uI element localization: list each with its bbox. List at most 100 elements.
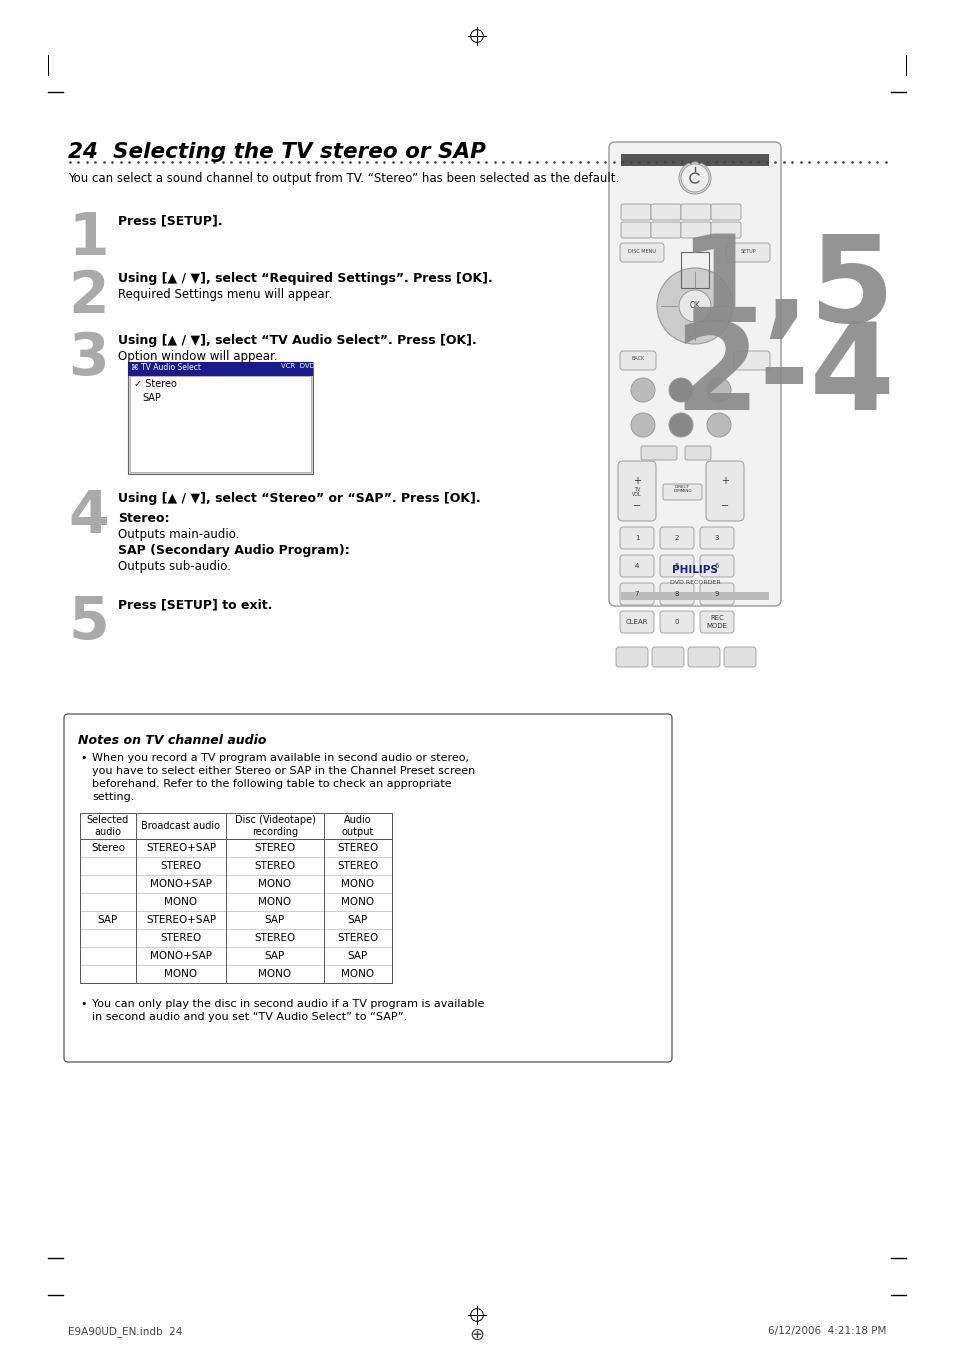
FancyBboxPatch shape [619,351,656,370]
Text: 6: 6 [714,563,719,569]
Text: −: − [720,501,728,511]
Text: VCR  DVD: VCR DVD [281,363,314,369]
FancyBboxPatch shape [650,222,680,238]
Text: STEREO: STEREO [337,861,378,871]
Text: Disc (Videotape)
recording: Disc (Videotape) recording [234,815,315,838]
Text: MONO: MONO [258,969,292,979]
Text: Stereo: Stereo [91,843,125,852]
Bar [620,154,768,166]
Circle shape [679,162,710,195]
Text: STEREO+SAP: STEREO+SAP [146,915,215,925]
Circle shape [706,413,730,436]
Text: setting.: setting. [91,792,134,802]
Text: MONO: MONO [258,880,292,889]
Text: Stereo:: Stereo: [118,512,170,526]
Text: Using [▲ / ▼], select “Stereo” or “SAP”. Press [OK].: Using [▲ / ▼], select “Stereo” or “SAP”.… [118,492,480,505]
Text: MONO: MONO [164,969,197,979]
Text: MONO: MONO [341,897,375,907]
FancyBboxPatch shape [608,142,781,607]
FancyBboxPatch shape [619,611,654,634]
Text: ✓ Stereo: ✓ Stereo [133,380,176,389]
FancyBboxPatch shape [619,243,663,262]
Text: OK: OK [689,301,700,311]
Text: TV
VOL: TV VOL [632,486,641,497]
Text: 24  Selecting the TV stereo or SAP: 24 Selecting the TV stereo or SAP [68,142,485,162]
Text: Outputs main-audio.: Outputs main-audio. [118,528,239,540]
Text: 9: 9 [714,590,719,597]
FancyBboxPatch shape [700,584,733,605]
Text: SAP: SAP [98,915,118,925]
FancyBboxPatch shape [700,527,733,549]
FancyBboxPatch shape [619,527,654,549]
Text: Outputs sub-audio.: Outputs sub-audio. [118,561,231,573]
Text: −: − [632,501,640,511]
Circle shape [668,378,692,403]
FancyBboxPatch shape [725,243,769,262]
Text: STEREO+SAP: STEREO+SAP [146,843,215,852]
Text: Selected
audio: Selected audio [87,815,129,838]
Text: BACK: BACK [631,357,644,362]
Text: Option window will appear.: Option window will appear. [118,350,277,363]
Text: SAP: SAP [142,393,161,403]
Circle shape [679,290,710,322]
Text: 7: 7 [634,590,639,597]
Text: 2-4: 2-4 [674,317,894,435]
FancyBboxPatch shape [650,204,680,220]
Circle shape [668,413,692,436]
Text: Broadcast audio: Broadcast audio [141,821,220,831]
Bar [680,253,708,288]
FancyBboxPatch shape [640,446,677,459]
Text: MONO+SAP: MONO+SAP [150,951,212,961]
Text: STEREO: STEREO [160,861,201,871]
Text: When you record a TV program available in second audio or stereo,: When you record a TV program available i… [91,753,469,763]
Text: STEREO: STEREO [337,934,378,943]
Text: +: + [720,476,728,486]
Text: 1: 1 [634,535,639,540]
Text: 6/12/2006  4:21:18 PM: 6/12/2006 4:21:18 PM [767,1325,885,1336]
Text: ⌘ TV Audio Select: ⌘ TV Audio Select [131,363,201,372]
Text: DISC MENU: DISC MENU [627,249,656,254]
Text: PHILIPS: PHILIPS [671,565,718,576]
Text: 0: 0 [674,619,679,626]
Text: 3: 3 [714,535,719,540]
Text: DVD RECORDER: DVD RECORDER [669,580,720,585]
FancyBboxPatch shape [733,351,769,370]
Text: Using [▲ / ▼], select “TV Audio Select”. Press [OK].: Using [▲ / ▼], select “TV Audio Select”.… [118,334,476,347]
FancyBboxPatch shape [64,713,671,1062]
Circle shape [706,378,730,403]
FancyBboxPatch shape [710,222,740,238]
FancyBboxPatch shape [680,204,710,220]
FancyBboxPatch shape [659,584,693,605]
Text: you have to select either Stereo or SAP in the Channel Preset screen: you have to select either Stereo or SAP … [91,766,475,775]
FancyBboxPatch shape [700,611,733,634]
Text: DIRECT
DIMMING: DIRECT DIMMING [673,485,691,493]
Text: MONO+SAP: MONO+SAP [150,880,212,889]
Text: 1,5: 1,5 [678,230,894,347]
Text: •: • [80,753,87,763]
Text: 8: 8 [674,590,679,597]
Text: SAP: SAP [348,915,368,925]
Text: STEREO: STEREO [254,934,295,943]
Text: 5: 5 [68,594,109,651]
FancyBboxPatch shape [687,647,720,667]
FancyBboxPatch shape [620,222,650,238]
FancyBboxPatch shape [723,647,755,667]
Text: SAP: SAP [265,915,285,925]
Text: SETUP: SETUP [740,249,755,254]
Text: SAP: SAP [265,951,285,961]
Bar [620,592,768,600]
Text: STEREO: STEREO [160,934,201,943]
Text: STEREO: STEREO [254,861,295,871]
Text: Press [SETUP] to exit.: Press [SETUP] to exit. [118,598,273,611]
Text: 3: 3 [68,330,109,386]
Text: 2: 2 [68,267,109,326]
Text: +: + [633,476,640,486]
Text: in second audio and you set “TV Audio Select” to “SAP”.: in second audio and you set “TV Audio Se… [91,1012,407,1021]
Circle shape [630,413,655,436]
Bar [130,376,311,471]
Text: You can only play the disc in second audio if a TV program is available: You can only play the disc in second aud… [91,998,484,1009]
Text: E9A90UD_EN.indb  24: E9A90UD_EN.indb 24 [68,1325,182,1337]
Circle shape [630,378,655,403]
Text: 4: 4 [68,488,109,544]
Text: MONO: MONO [258,897,292,907]
